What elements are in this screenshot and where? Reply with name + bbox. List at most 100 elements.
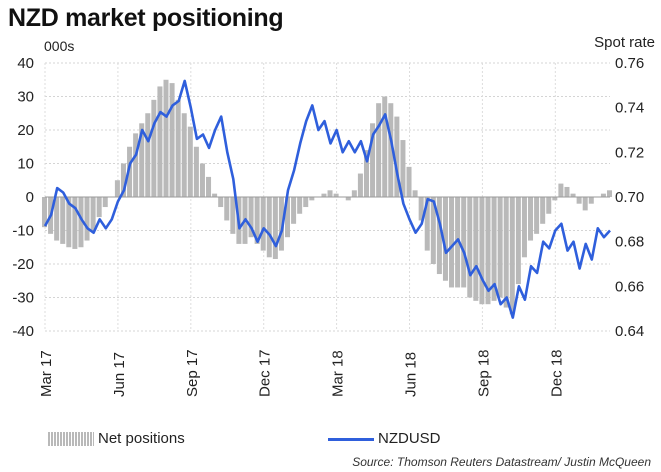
right-tick-label: 0.70 [615, 189, 644, 206]
bar-net-position [78, 197, 84, 248]
series-line-nzdusd [43, 79, 611, 319]
bar-net-position [266, 197, 272, 258]
bar-net-position [212, 193, 218, 197]
bar-net-position [41, 197, 48, 228]
bar-net-position [485, 197, 491, 305]
bar-net-position [321, 193, 327, 197]
bar-net-position [357, 173, 363, 197]
bar-net-position [175, 99, 181, 197]
bar-net-position [291, 197, 297, 224]
bar-net-position [163, 79, 169, 197]
bar-net-position [461, 197, 467, 288]
right-tick-label: 0.68 [615, 234, 644, 251]
bar-net-position [199, 163, 205, 197]
left-tick-label: -30 [12, 290, 34, 307]
bar-net-position [363, 150, 369, 197]
bar-net-position [351, 190, 357, 197]
bar-net-position [528, 197, 534, 241]
bar-net-position [285, 197, 291, 238]
chart-title: NZD market positioning [8, 4, 284, 32]
bar-net-position [224, 197, 230, 221]
x-tick-label: Mar 18 [330, 350, 347, 397]
bar-net-position [278, 197, 284, 251]
left-axis-unit: 000s [44, 38, 75, 54]
source-note: Source: Thomson Reuters Datastream/ Just… [352, 455, 651, 469]
legend-label-nzdusd: NZDUSD [378, 430, 441, 447]
bar-net-position [467, 197, 473, 298]
bar-net-position [558, 183, 564, 197]
left-tick-label: 0 [26, 189, 34, 206]
bar-net-position [370, 123, 376, 197]
bar-net-position [491, 197, 497, 301]
bar-net-position [564, 186, 570, 197]
bar-net-position [576, 197, 582, 204]
bar-net-position [230, 197, 236, 234]
bar-net-position [72, 197, 78, 249]
x-tick-label: Sep 17 [184, 349, 201, 397]
bar-net-position [139, 123, 145, 197]
bar-net-position [546, 197, 552, 214]
bar-net-position [534, 197, 540, 234]
right-tick-label: 0.74 [615, 100, 644, 117]
bar-net-position [382, 96, 388, 197]
bar-net-position [96, 197, 102, 218]
bar-net-position [442, 197, 448, 281]
bar-net-position [418, 197, 424, 221]
bar-net-position [345, 197, 351, 201]
bar-net-position [449, 197, 455, 288]
left-tick-label: -20 [12, 256, 34, 273]
bar-net-position [303, 197, 309, 208]
x-tick-label: Sep 18 [475, 349, 492, 397]
bar-net-position [157, 86, 163, 197]
bar-net-position [600, 193, 606, 197]
bar-net-position [90, 197, 96, 231]
left-tick-label: -40 [12, 323, 34, 340]
bar-net-position [218, 197, 224, 208]
bar-net-position [120, 163, 126, 197]
left-tick-label: 30 [17, 89, 34, 106]
bar-net-position [406, 166, 412, 197]
bar-net-position [521, 197, 527, 258]
bar-net-position [455, 197, 461, 288]
left-tick-label: 20 [17, 122, 34, 139]
x-tick-label: Jun 18 [403, 352, 420, 397]
right-tick-label: 0.76 [615, 55, 644, 72]
bar-net-position [388, 103, 394, 197]
bar-net-position [193, 146, 199, 197]
bar-net-position [254, 197, 260, 244]
x-tick-label: Dec 18 [548, 349, 565, 397]
right-tick-label: 0.72 [615, 144, 644, 161]
left-tick-label: 10 [17, 156, 34, 173]
bar-net-position [497, 197, 503, 298]
bar-net-position [394, 116, 400, 197]
x-tick-label: Mar 17 [38, 350, 55, 397]
legend-swatch-net-positions [48, 432, 94, 446]
bar-net-position [430, 197, 436, 264]
bar-net-position [582, 197, 588, 211]
bar-net-position [169, 83, 175, 197]
x-tick-label: Jun 17 [111, 352, 128, 397]
bar-net-position [260, 197, 266, 251]
bar-net-position [540, 197, 546, 224]
bar-net-position [376, 103, 382, 197]
right-axis-unit: Spot rate [594, 34, 655, 51]
bar-net-position [606, 190, 613, 197]
bar-net-position [297, 197, 303, 214]
bar-net-position [515, 197, 521, 285]
bar-net-position [412, 190, 418, 197]
bar-net-position [588, 197, 594, 204]
right-tick-label: 0.64 [615, 323, 644, 340]
left-tick-label: -10 [12, 223, 34, 240]
left-tick-label: 40 [17, 55, 34, 72]
bar-net-position [327, 190, 333, 197]
bar-net-position [509, 197, 515, 315]
bar-net-position [424, 197, 430, 251]
x-tick-label: Dec 17 [257, 349, 274, 397]
bar-net-position [248, 197, 254, 238]
bar-net-position [127, 146, 133, 197]
bar-net-position [187, 126, 193, 197]
bar-net-position [309, 197, 315, 201]
bar-net-position [206, 176, 212, 197]
bar-net-position [333, 193, 339, 197]
